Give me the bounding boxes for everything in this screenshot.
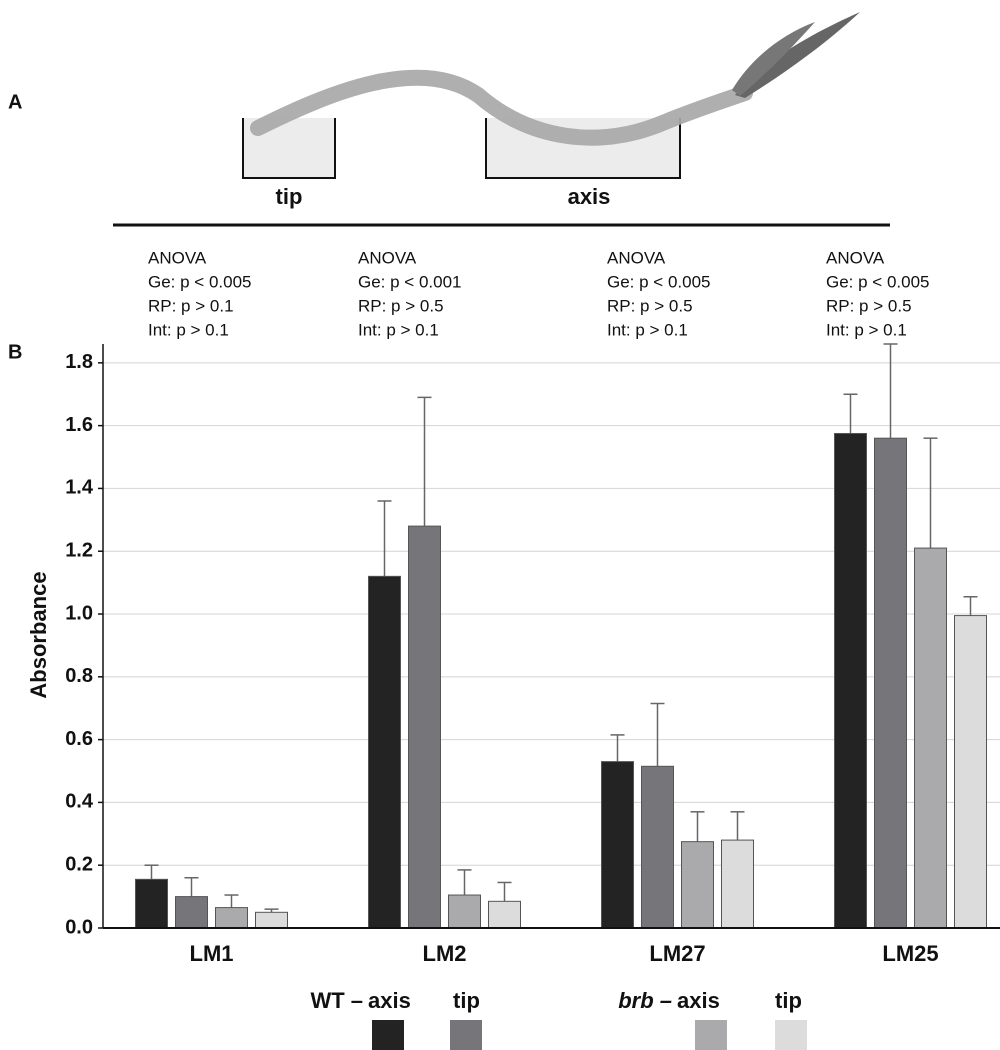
legend-label: tip	[453, 988, 480, 1013]
annotation: RP: p > 0.5	[826, 296, 912, 315]
bar	[874, 437, 907, 929]
annotation: Int: p > 0.1	[148, 320, 229, 339]
annotation: RP: p > 0.5	[358, 296, 444, 315]
y-tick-label: 0.8	[65, 665, 93, 687]
x-tick-label: LM1	[190, 941, 234, 966]
y-axis-label: Absorbance	[26, 571, 51, 698]
bar	[601, 761, 634, 929]
root-shape	[250, 69, 753, 146]
legend-swatch	[775, 1020, 807, 1050]
bar	[721, 839, 754, 929]
bar	[215, 907, 248, 929]
annotation: Int: p > 0.1	[826, 320, 907, 339]
bar	[448, 894, 481, 929]
annotation: Ge: p < 0.005	[607, 272, 711, 291]
legend-group: brb –	[618, 988, 672, 1013]
annotation: Int: p > 0.1	[358, 320, 439, 339]
bar	[954, 615, 987, 929]
y-tick-label: 0.2	[65, 853, 93, 875]
y-tick-label: 0.4	[65, 791, 94, 813]
annotation: Int: p > 0.1	[607, 320, 688, 339]
legend-label: axis	[368, 988, 411, 1013]
y-tick-label: 0.0	[65, 916, 93, 938]
leaf	[735, 12, 860, 98]
bar	[175, 896, 208, 929]
region-label: tip	[276, 184, 303, 209]
legend-swatch	[450, 1020, 482, 1050]
region-outline	[242, 118, 681, 179]
bar	[255, 911, 288, 929]
panel-label: A	[8, 91, 22, 113]
annotation: Ge: p < 0.005	[148, 272, 252, 291]
bar	[681, 841, 714, 929]
legend-label: axis	[677, 988, 720, 1013]
legend-swatch	[695, 1020, 727, 1050]
legend-swatch	[372, 1020, 404, 1050]
legend-group: WT –	[310, 988, 363, 1013]
y-tick-label: 1.8	[65, 351, 93, 373]
annotation: Ge: p < 0.001	[358, 272, 462, 291]
leaf	[732, 22, 815, 96]
annotation: ANOVA	[148, 248, 207, 267]
bar	[641, 765, 674, 929]
y-tick-label: 0.6	[65, 728, 93, 750]
y-tick-label: 1.2	[65, 540, 93, 562]
annotation: RP: p > 0.1	[148, 296, 234, 315]
x-tick-label: LM27	[649, 941, 705, 966]
bar	[408, 525, 441, 929]
y-tick-label: 1.0	[65, 602, 93, 624]
panel-label: B	[8, 341, 22, 363]
diagram: tip axis	[113, 12, 890, 227]
y-tick-label: 1.6	[65, 414, 93, 436]
bar	[488, 900, 521, 929]
legend-label: tip	[775, 988, 802, 1013]
x-tick-label: LM25	[882, 941, 938, 966]
y-tick-label: 1.4	[65, 477, 94, 499]
bar	[368, 575, 401, 929]
annotation: ANOVA	[358, 248, 417, 267]
x-tick-label: LM2	[423, 941, 467, 966]
bar	[834, 432, 867, 929]
bar	[135, 878, 168, 929]
annotation: ANOVA	[826, 248, 885, 267]
annotation: ANOVA	[607, 248, 666, 267]
region-label: axis	[568, 184, 611, 209]
annotation: Ge: p < 0.005	[826, 272, 930, 291]
annotation: RP: p > 0.5	[607, 296, 693, 315]
bar	[914, 547, 947, 929]
